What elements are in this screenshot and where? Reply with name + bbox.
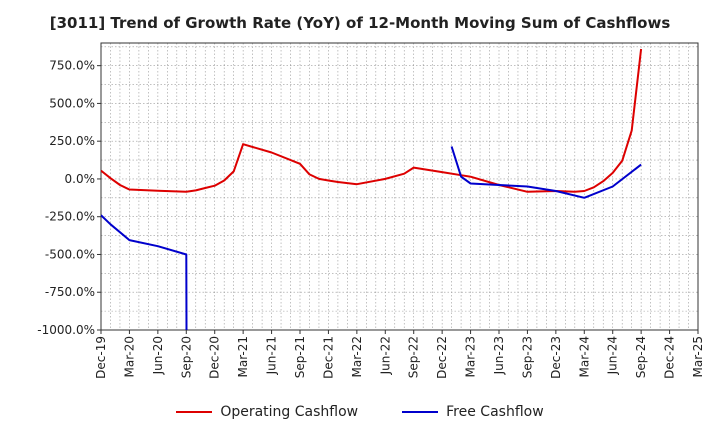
x-tick-label: Dec-22 [435,336,449,379]
y-tick-label: -500.0% [45,247,95,261]
plot-frame [100,42,699,331]
x-tick-label: Mar-21 [236,336,250,377]
x-tick-label: Sep-22 [407,336,421,378]
x-tick-label: Jun-24 [606,336,620,375]
x-tick-label: Jun-22 [378,336,392,375]
y-tick-label: -250.0% [45,210,95,224]
x-tick-label: Dec-20 [208,336,222,379]
legend-item-operating: Operating Cashflow [176,404,358,420]
x-tick-label: Dec-23 [549,336,563,379]
y-tick-label: 500.0% [49,96,95,110]
x-tick-label: Dec-19 [94,336,108,379]
x-tick-label: Dec-21 [321,336,335,379]
x-tick-label: Sep-23 [520,336,534,378]
y-tick-label: -1000.0% [37,323,95,337]
series-line-free-cashflow [450,146,642,199]
y-tick-label: 0.0% [65,172,96,186]
x-tick-label: Mar-25 [691,336,705,377]
series-line-free-cashflow [101,214,188,330]
y-tick-label: 250.0% [49,134,95,148]
legend-swatch-free [402,411,439,413]
legend-item-free: Free Cashflow [402,404,544,420]
chart-legend: Operating Cashflow Free Cashflow [0,404,720,420]
series-line-operating-cashflow [101,48,643,193]
x-tick-label: Mar-23 [464,336,478,377]
chart-title: [3011] Trend of Growth Rate (YoY) of 12-… [49,14,671,32]
x-tick-label: Jun-20 [151,336,165,375]
y-tick-label: -750.0% [45,285,95,299]
x-tick-label: Mar-20 [122,336,136,377]
y-tick-label: 750.0% [49,59,95,73]
x-tick-label: Sep-20 [179,336,193,378]
x-tick-label: Jun-23 [492,336,506,375]
x-tick-label: Jun-21 [265,336,279,375]
x-tick-label: Mar-22 [350,336,364,377]
x-tick-label: Sep-21 [293,336,307,378]
x-tick-label: Sep-24 [634,336,648,378]
x-tick-label: Dec-24 [663,336,677,379]
legend-label-free: Free Cashflow [446,404,544,420]
legend-swatch-operating [176,411,213,413]
x-tick-label: Mar-24 [577,336,591,377]
legend-label-operating: Operating Cashflow [220,404,359,420]
